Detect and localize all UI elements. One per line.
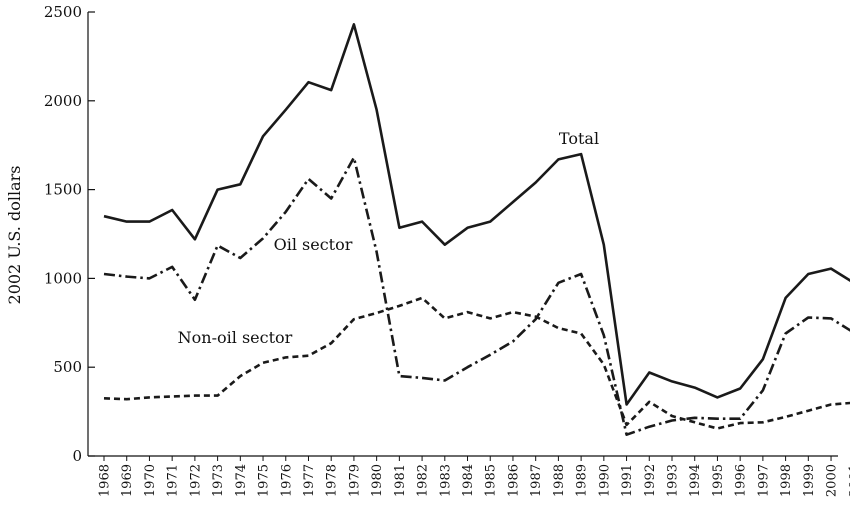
x-tick-label: 1980 bbox=[370, 464, 385, 497]
x-axis: 1968 1969 1970 1971 1972 1973 1974 1975 1976 1977… bbox=[88, 455, 850, 497]
series-oil-sector-line bbox=[103, 156, 850, 436]
x-tick-label: 1981 bbox=[393, 464, 408, 497]
y-tick-label: 1000 bbox=[44, 269, 82, 287]
x-tick-label: 1974 bbox=[234, 464, 249, 497]
y-tick-label: 2500 bbox=[44, 3, 82, 21]
x-tick-label: 1975 bbox=[257, 464, 272, 497]
annotation-total: Total bbox=[559, 129, 599, 148]
y-tick-label: 0 bbox=[72, 447, 82, 465]
x-tick-label: 1991 bbox=[620, 464, 635, 497]
x-tick-label: 1994 bbox=[688, 464, 703, 497]
x-tick-label: 1999 bbox=[802, 464, 817, 497]
x-tick-label: 2000 bbox=[825, 464, 840, 497]
x-tick-label: 1973 bbox=[211, 464, 226, 497]
x-tick-label: 1986 bbox=[506, 464, 521, 497]
x-tick-label: 2001 bbox=[847, 464, 850, 497]
y-tick-label: 1500 bbox=[44, 181, 82, 199]
x-tick-label: 1988 bbox=[552, 464, 567, 497]
x-tick-label: 1970 bbox=[143, 464, 158, 497]
x-tick-label: 1968 bbox=[98, 464, 113, 497]
x-tick-label: 1983 bbox=[438, 464, 453, 497]
x-tick-label: 1984 bbox=[461, 464, 476, 497]
x-tick-label: 1995 bbox=[711, 464, 726, 497]
series-non-oil-sector-line bbox=[103, 296, 850, 430]
x-tick-label: 1987 bbox=[529, 464, 544, 497]
x-tick-label: 1977 bbox=[302, 464, 317, 497]
x-tick-label: 1996 bbox=[734, 464, 749, 497]
x-tick-label: 1972 bbox=[188, 464, 203, 497]
y-axis-label: 2002 U.S. dollars bbox=[5, 166, 24, 305]
x-tick-label: 1989 bbox=[575, 464, 590, 497]
x-tick-label: 1978 bbox=[325, 464, 340, 497]
series-layer bbox=[103, 23, 850, 436]
x-tick-label: 1992 bbox=[643, 464, 658, 497]
x-tick-label: 1998 bbox=[779, 464, 794, 497]
y-tick-label: 2000 bbox=[44, 92, 82, 110]
x-tick-label: 1985 bbox=[484, 464, 499, 497]
annotation-non-oil-sector: Non-oil sector bbox=[178, 328, 293, 347]
x-tick-label: 1971 bbox=[166, 464, 181, 497]
annotation-oil-sector: Oil sector bbox=[274, 235, 353, 254]
y-axis: 0 500 1000 1500 2000 2500 bbox=[44, 3, 95, 465]
x-tick-label: 1976 bbox=[279, 464, 294, 497]
x-tick-label: 1990 bbox=[597, 464, 612, 497]
annotation-layer: Total Oil sector Non-oil sector bbox=[178, 129, 599, 347]
x-tick-label: 1979 bbox=[347, 464, 362, 497]
x-tick-label: 1997 bbox=[756, 464, 771, 497]
series-total-line bbox=[103, 23, 850, 406]
y-tick-label: 500 bbox=[53, 358, 82, 376]
x-tick-label: 1993 bbox=[666, 464, 681, 497]
x-tick-label: 1969 bbox=[120, 464, 135, 497]
x-tick-label: 1982 bbox=[416, 464, 431, 497]
